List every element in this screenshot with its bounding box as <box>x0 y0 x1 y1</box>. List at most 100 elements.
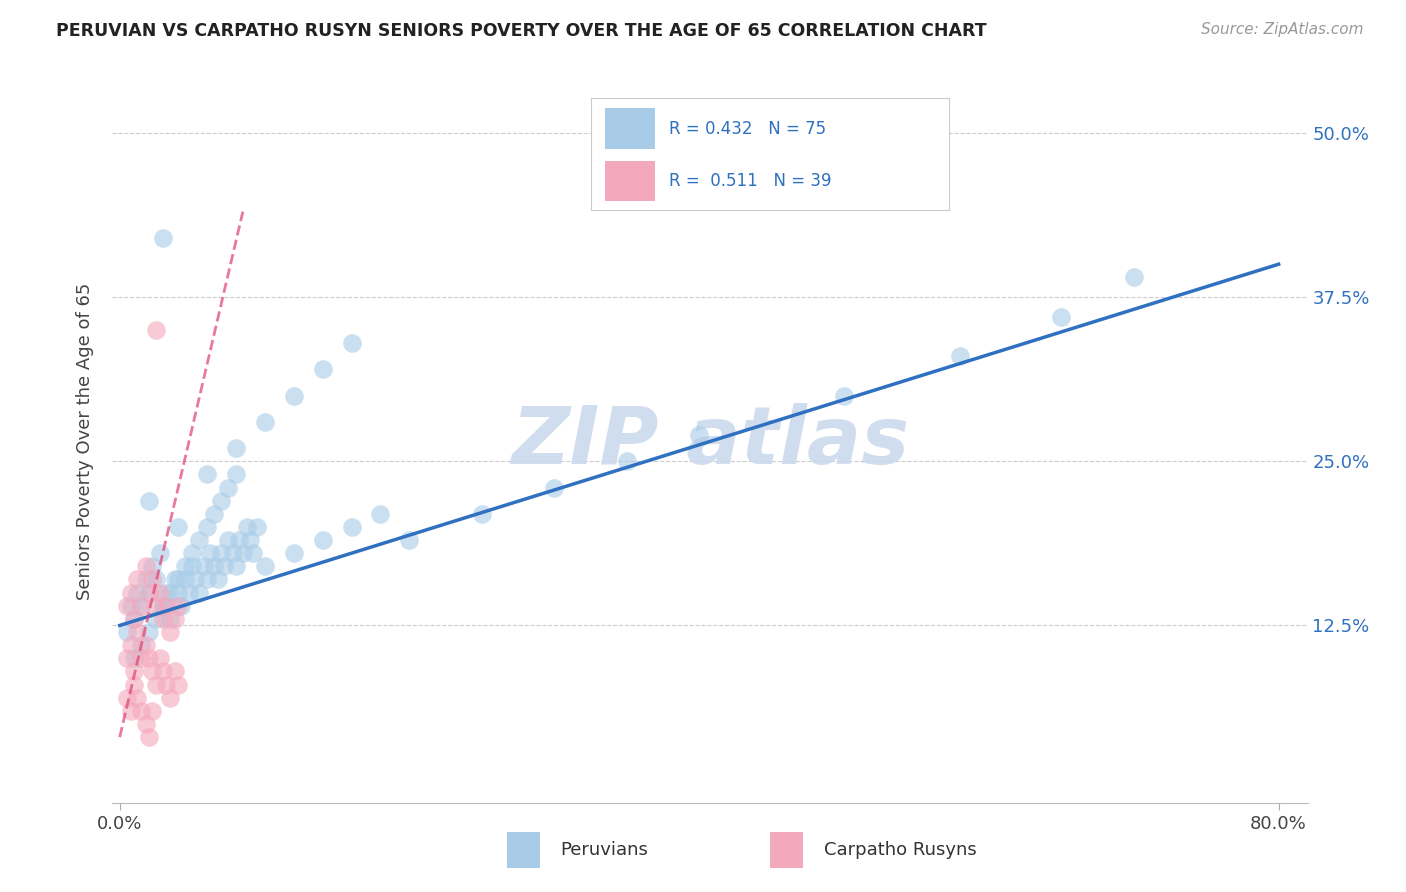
Point <box>145 677 167 691</box>
Point <box>179 585 201 599</box>
Point <box>115 651 138 665</box>
Point <box>193 559 215 574</box>
Point <box>398 533 420 547</box>
Point <box>188 533 211 547</box>
Point <box>225 441 247 455</box>
Point <box>471 507 494 521</box>
Point <box>145 323 167 337</box>
Point <box>120 585 142 599</box>
Point <box>149 585 172 599</box>
Point <box>616 454 638 468</box>
Point <box>127 573 149 587</box>
Point <box>149 651 172 665</box>
Point <box>138 730 160 744</box>
Point <box>141 559 163 574</box>
Point <box>135 559 157 574</box>
Point <box>239 533 262 547</box>
Point <box>163 665 186 679</box>
Point <box>149 546 172 560</box>
Point <box>311 362 333 376</box>
Point <box>283 388 305 402</box>
Point <box>122 677 145 691</box>
Point <box>131 651 153 665</box>
Point <box>174 573 197 587</box>
Point <box>127 585 149 599</box>
Point <box>340 336 363 351</box>
Point <box>217 533 239 547</box>
Point <box>135 717 157 731</box>
Point <box>166 599 188 613</box>
Point <box>212 559 235 574</box>
Point <box>340 520 363 534</box>
Point <box>169 599 191 613</box>
Point <box>152 612 174 626</box>
Point <box>131 599 153 613</box>
Point <box>166 677 188 691</box>
Point <box>122 651 145 665</box>
Point <box>135 573 157 587</box>
Point <box>127 625 149 640</box>
Point <box>163 573 186 587</box>
Point <box>122 665 145 679</box>
Point <box>202 559 225 574</box>
Point <box>122 612 145 626</box>
Point <box>122 612 145 626</box>
Point <box>202 507 225 521</box>
Point <box>232 546 254 560</box>
Text: PERUVIAN VS CARPATHO RUSYN SENIORS POVERTY OVER THE AGE OF 65 CORRELATION CHART: PERUVIAN VS CARPATHO RUSYN SENIORS POVER… <box>56 22 987 40</box>
Point <box>174 559 197 574</box>
Text: Carpatho Rusyns: Carpatho Rusyns <box>824 841 976 859</box>
Point <box>115 690 138 705</box>
Point <box>217 481 239 495</box>
Point <box>115 599 138 613</box>
Point <box>127 690 149 705</box>
Point <box>283 546 305 560</box>
Point <box>135 638 157 652</box>
Point <box>115 625 138 640</box>
Point <box>166 520 188 534</box>
Point <box>159 585 181 599</box>
Point <box>159 690 181 705</box>
Point <box>159 612 181 626</box>
Y-axis label: Seniors Poverty Over the Age of 65: Seniors Poverty Over the Age of 65 <box>76 283 94 600</box>
Point <box>209 546 232 560</box>
Point <box>152 599 174 613</box>
Point <box>311 533 333 547</box>
Point <box>688 428 710 442</box>
Point <box>145 599 167 613</box>
Point <box>195 520 218 534</box>
Point <box>131 638 153 652</box>
Point <box>242 546 264 560</box>
Point <box>120 704 142 718</box>
Point <box>246 520 269 534</box>
Point <box>543 481 565 495</box>
Point <box>832 388 855 402</box>
Point <box>253 415 276 429</box>
Point <box>370 507 392 521</box>
Text: ZIP atlas: ZIP atlas <box>510 402 910 481</box>
Point <box>225 559 247 574</box>
Point <box>184 573 207 587</box>
Point <box>181 546 204 560</box>
Point <box>166 585 188 599</box>
Point <box>198 546 221 560</box>
Point <box>120 638 142 652</box>
Point <box>195 467 218 482</box>
Point <box>1122 270 1144 285</box>
Point <box>253 559 276 574</box>
Point <box>145 573 167 587</box>
Point <box>138 651 160 665</box>
Point <box>155 599 177 613</box>
Point <box>141 704 163 718</box>
Point <box>166 573 188 587</box>
Point <box>152 665 174 679</box>
Point <box>120 599 142 613</box>
Point <box>181 559 204 574</box>
Point <box>225 467 247 482</box>
Point <box>188 585 211 599</box>
Point <box>131 704 153 718</box>
Text: Source: ZipAtlas.com: Source: ZipAtlas.com <box>1201 22 1364 37</box>
Point <box>1050 310 1073 324</box>
Point <box>222 546 245 560</box>
Point <box>207 573 229 587</box>
